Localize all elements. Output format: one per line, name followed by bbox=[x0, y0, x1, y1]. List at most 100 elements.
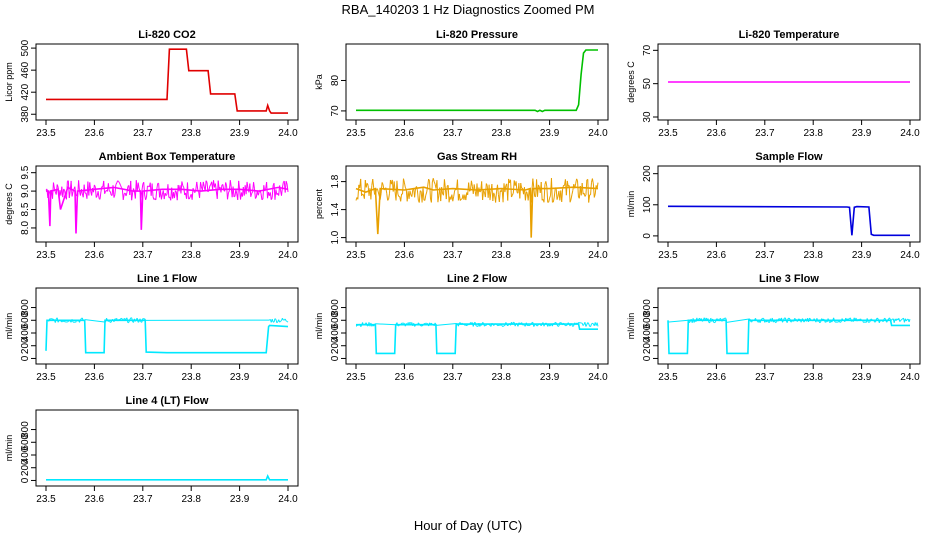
gas-stream-rh-panel: Gas Stream RH percent 23.5 23.6 23.7 23.8 23.9… bbox=[314, 151, 609, 261]
ambient-box-temperature-noise-segment bbox=[233, 195, 236, 198]
sample-flow-ytick-label: 0 bbox=[642, 233, 653, 239]
line-2-flow-xtick-label: 23.7 bbox=[443, 372, 463, 383]
gas-stream-rh-noise-segment bbox=[511, 192, 514, 196]
line-2-flow-ytick-label: 600 bbox=[330, 311, 341, 328]
gas-stream-rh-noise-segment bbox=[479, 190, 482, 193]
ambient-box-temperature-ytick-label: 9.5 bbox=[20, 165, 31, 179]
gas-stream-rh-noise-segment bbox=[424, 195, 427, 201]
gas-stream-rh-noise-segment bbox=[550, 178, 553, 203]
gas-stream-rh-series-line bbox=[355, 186, 599, 238]
gas-stream-rh-noise-segment bbox=[436, 180, 439, 203]
line-3-flow-ytick-label: 600 bbox=[642, 311, 653, 328]
line-4-lt-flow-xtick-label: 23.8 bbox=[181, 494, 201, 505]
gas-stream-rh-noise-segment bbox=[400, 193, 403, 202]
li-820-pressure-xtick-label: 23.8 bbox=[491, 128, 511, 139]
ambient-box-temperature-noise-segment bbox=[137, 182, 140, 189]
li-820-pressure-panel: Li-820 Pressure kPa 23.5 23.6 23.7 23.8 23.9 24… bbox=[314, 29, 609, 139]
gas-stream-rh-noise-segment bbox=[519, 183, 522, 199]
gas-stream-rh-noise-segment bbox=[587, 179, 590, 203]
gas-stream-rh-noise-segment bbox=[429, 181, 431, 199]
gas-stream-rh-noise-segment bbox=[362, 193, 364, 196]
line-2-flow-xtick-label: 23.5 bbox=[346, 372, 366, 383]
ambient-box-temperature-noise-segment bbox=[78, 180, 81, 192]
ambient-box-temperature-noise-segment bbox=[180, 181, 183, 194]
line-3-flow-noise-segment bbox=[723, 317, 726, 320]
line-2-flow-xtick-label: 23.6 bbox=[395, 372, 415, 383]
gas-stream-rh-noise-segment bbox=[456, 179, 459, 201]
line-3-flow-noise-segment bbox=[905, 319, 908, 322]
line-3-flow-ytick-label: 800 bbox=[642, 299, 653, 316]
ambient-box-temperature-noise-segment bbox=[118, 181, 120, 184]
gas-stream-rh-noise-segment bbox=[409, 190, 412, 196]
gas-stream-rh-noise-segment bbox=[427, 178, 430, 187]
line-3-flow-noise-segment bbox=[899, 320, 902, 322]
line-4-lt-flow-ytick-label: 600 bbox=[20, 433, 31, 450]
gas-stream-rh-noise-segment bbox=[555, 187, 558, 200]
li-820-temperature-ylabel: degrees C bbox=[626, 61, 636, 103]
ambient-box-temperature-noise-segment bbox=[225, 182, 228, 186]
gas-stream-rh-noise-segment bbox=[512, 180, 515, 194]
gas-stream-rh-noise-segment bbox=[381, 182, 384, 185]
li-820-co2-xtick-label: 23.8 bbox=[181, 128, 201, 139]
gas-stream-rh-frame bbox=[345, 165, 609, 243]
line-2-flow-noise-segment bbox=[360, 325, 362, 327]
line-1-flow-noise-segment bbox=[284, 318, 287, 322]
sample-flow-xtick-label: 23.8 bbox=[803, 250, 823, 261]
li-820-pressure-ylabel: kPa bbox=[314, 74, 324, 90]
ambient-box-temperature-noise-segment bbox=[62, 188, 65, 198]
line-1-flow-noise-segment bbox=[274, 318, 277, 320]
ambient-box-temperature-noise-segment bbox=[286, 183, 289, 193]
li-820-pressure-ytick-label: 80 bbox=[330, 74, 341, 86]
gas-stream-rh-noise-segment bbox=[360, 178, 363, 196]
line-3-flow-noise-segment bbox=[877, 317, 879, 320]
line-1-flow-noise-segment bbox=[129, 317, 132, 320]
line-2-flow-ylabel: ml/min bbox=[314, 313, 324, 340]
gas-stream-rh-xtick-label: 23.7 bbox=[443, 250, 463, 261]
gas-stream-rh-noise-segment bbox=[576, 178, 578, 181]
line-3-flow-noise-segment bbox=[870, 318, 873, 320]
line-1-flow-noise-segment bbox=[280, 320, 282, 322]
ambient-box-temperature-noise-segment bbox=[284, 181, 287, 193]
ambient-box-temperature-noise-segment bbox=[67, 180, 70, 198]
ambient-box-temperature-noise-segment bbox=[250, 193, 253, 197]
line-4-lt-flow-frame bbox=[35, 409, 299, 487]
line-4-lt-flow-ylabel: ml/min bbox=[4, 435, 14, 462]
ambient-box-temperature-xtick-label: 23.6 bbox=[85, 250, 105, 261]
line-1-flow-ylabel: ml/min bbox=[4, 313, 14, 340]
line-4-lt-flow-title: Line 4 (LT) Flow bbox=[126, 395, 209, 407]
ambient-box-temperature-noise-segment bbox=[205, 180, 208, 183]
gas-stream-rh-noise-segment bbox=[566, 180, 569, 187]
ambient-box-temperature-ytick-label: 8.5 bbox=[20, 202, 31, 216]
ambient-box-temperature-ytick-label: 8.0 bbox=[20, 221, 31, 235]
gas-stream-rh-noise-segment bbox=[470, 180, 473, 187]
gas-stream-rh-noise-segment bbox=[445, 185, 448, 200]
ambient-box-temperature-noise-segment bbox=[275, 189, 278, 195]
ambient-box-temperature-noise-segment bbox=[181, 181, 184, 186]
line-4-lt-flow-xtick-label: 23.7 bbox=[133, 494, 153, 505]
ambient-box-temperature-noise-segment bbox=[254, 196, 257, 199]
line-4-lt-flow-series-line bbox=[46, 474, 288, 481]
line-3-flow-noise-segment bbox=[790, 321, 793, 323]
sample-flow-ytick-label: 200 bbox=[642, 165, 653, 182]
gas-stream-rh-xtick-label: 23.8 bbox=[491, 250, 511, 261]
li-820-co2-panel: Li-820 CO2 Licor ppm 23.5 23.6 23.7 23.8 23.9 2… bbox=[4, 29, 299, 139]
sample-flow-panel: Sample Flow ml/min 23.5 23.6 23.7 23.8 23.9 24.… bbox=[626, 151, 921, 261]
line-1-flow-frame bbox=[35, 287, 299, 365]
gas-stream-rh-noise-segment bbox=[443, 179, 446, 189]
li-820-temperature-title: Li-820 Temperature bbox=[739, 29, 840, 41]
line-3-flow-noise-segment bbox=[908, 319, 911, 323]
li-820-co2-xtick-label: 24.0 bbox=[278, 128, 298, 139]
ambient-box-temperature-xtick-label: 23.9 bbox=[230, 250, 250, 261]
gas-stream-rh-ytick-label: 1.4 bbox=[330, 202, 341, 216]
ambient-box-temperature-noise-segment bbox=[285, 180, 288, 185]
line-1-flow-ytick-label: 400 bbox=[20, 324, 31, 341]
line-1-flow-noise-segment bbox=[281, 317, 284, 321]
ambient-box-temperature-noise-segment bbox=[155, 189, 158, 200]
li-820-co2-frame bbox=[35, 43, 299, 121]
line-2-flow-noise-segment bbox=[585, 324, 588, 327]
ambient-box-temperature-noise-segment bbox=[122, 193, 125, 200]
line-4-lt-flow-xtick-label: 24.0 bbox=[278, 494, 298, 505]
ambient-box-temperature-noise-segment bbox=[202, 181, 205, 187]
li-820-co2-ylabel: Licor ppm bbox=[4, 62, 14, 102]
ambient-box-temperature-noise-segment bbox=[229, 180, 232, 188]
